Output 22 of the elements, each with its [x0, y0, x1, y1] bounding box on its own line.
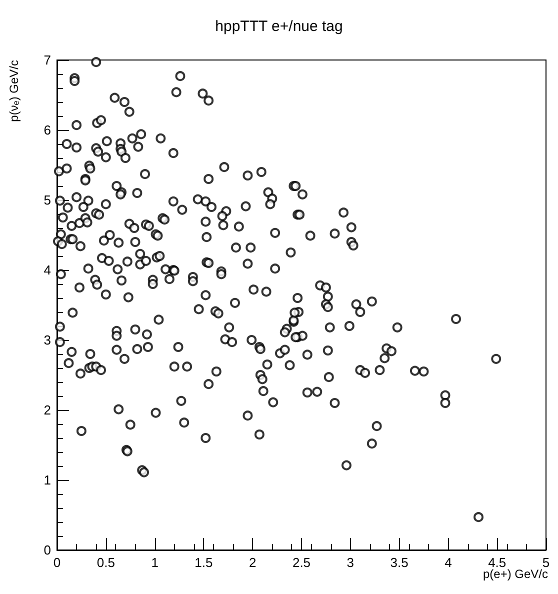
x-tick-label: 4 [444, 555, 452, 570]
x-tick-label: 0.5 [96, 555, 115, 570]
x-tick-label: 3 [346, 555, 354, 570]
x-tick-label: 2 [248, 555, 256, 570]
y-tick-label: 4 [44, 262, 51, 278]
y-tick-label: 2 [44, 402, 51, 418]
y-tick-label: 3 [44, 332, 51, 348]
x-tick-label: 3.5 [390, 555, 408, 570]
y-tick-label: 0 [44, 542, 51, 558]
y-tick-label: 7 [44, 52, 51, 68]
y-axis-title: p(νₑ) GeV/c [7, 60, 21, 122]
x-tick-label: 4.5 [488, 555, 506, 570]
y-tick-label: 6 [44, 122, 51, 138]
x-axis-title: p(e+) GeV/c [482, 567, 548, 581]
y-tick-label: 1 [44, 472, 51, 488]
chart-title: hppTTT e+/nue tag [215, 18, 343, 35]
x-tick-label: 1 [151, 555, 158, 570]
x-tick-label: 0 [53, 555, 61, 570]
x-tick-label: 2.5 [292, 555, 311, 570]
x-tick-label: 5 [542, 555, 550, 570]
y-tick-label: 5 [44, 192, 51, 208]
x-tick-label: 1.5 [194, 555, 213, 570]
